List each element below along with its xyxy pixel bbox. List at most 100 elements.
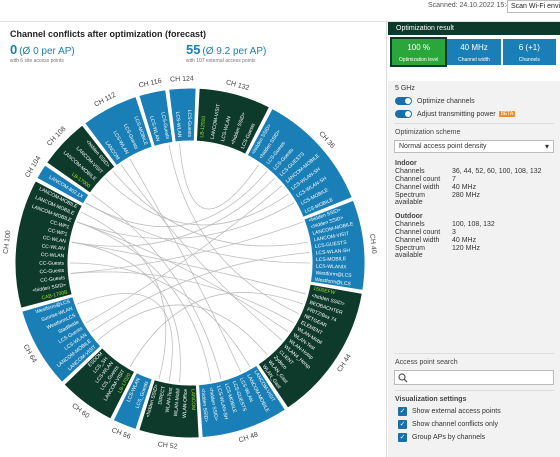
channel-label: CH 64 [22,343,38,364]
check-group-by-channel[interactable]: ✓ Group APs by channels [398,433,560,442]
toggle-switch-icon[interactable] [395,97,412,105]
ap-label: LCS-WLANIX [316,264,347,271]
conflict-link [77,221,289,333]
divider [394,123,554,124]
beta-badge: BETA [498,111,516,117]
tile-channels[interactable]: 6 (+1) Channels [502,39,556,65]
conflict-panel: Channel conflicts after optimization (fo… [0,22,387,457]
channel-label: CH 52 [157,441,178,450]
channel-label: CH 48 [238,431,259,444]
conflict-link [81,211,167,380]
toggle-optimize-channels[interactable]: Optimize channels [395,97,560,105]
site-conflicts-avg: (Ø 0 per AP) [19,46,75,57]
ap-label: <hidden SSID> [207,387,218,422]
checkbox-checked-icon[interactable]: ✓ [398,420,407,429]
divider [394,390,554,391]
conflict-link [91,252,310,333]
conflict-link [168,144,299,315]
detail-row: Channel width 40 MHz [395,237,560,244]
scheme-select[interactable]: Normal access point density [394,140,554,153]
tile-value: 100 % [407,43,430,52]
ap-label: <hidden SSID> [199,388,208,422]
detail-key: Spectrum available [395,245,425,259]
scheme-label: Optimization scheme [395,129,461,136]
detail-value: 120 MHz [452,245,481,252]
outdoor-title: Outdoor [395,213,423,220]
detail-row: Channels 100, 108, 132 [395,221,560,228]
toggle-switch-icon[interactable] [395,110,412,118]
channel-label: CH 124 [170,75,194,83]
tile-label: Channels [518,57,540,63]
channel-sector [112,371,153,431]
detail-key: Channels [395,168,425,175]
indoor-details: Channels 36, 44, 52, 60, 100, 108, 132 Cha… [388,168,560,206]
detail-row: Channels 36, 44, 52, 60, 100, 108, 132 [395,168,560,175]
conflict-link [71,241,181,383]
site-conflicts-stat: 0 (Ø 0 per AP) with 6 site access points [10,42,75,64]
conflict-link [69,262,251,368]
ap-label: LCS-MOBILE [316,256,347,263]
detail-value: 3 [452,229,456,236]
external-conflicts-stat: 55 (Ø 9.2 per AP) with 107 external acce… [186,42,266,64]
check-conflicts-only[interactable]: ✓ Show channel conflicts only [398,420,560,429]
tile-optimization-level[interactable]: 100 % Optimization level [389,37,448,67]
conflict-link [129,292,303,368]
channel-sector [83,95,153,167]
tile-value: 6 (+1) [518,43,540,52]
channel-sector [45,124,116,194]
ap-label: CC-Guests [40,275,66,284]
ap-label: 1500EFW [313,286,336,296]
conflict-link [85,202,311,264]
channel-label: CH 44 [336,353,353,374]
external-conflicts-sub: with 107 external access points [186,58,256,64]
detail-row: Channel count 7 [395,176,560,183]
detail-value: 40 MHz [452,184,477,191]
ap-label: LCS-WLAN-SH [315,248,350,257]
conflict-link [77,293,173,382]
tile-channel-width[interactable]: 40 MHz Channel width [447,39,501,65]
toggle-adjust-power[interactable]: Adjust transmitting power BETA [395,110,560,118]
ap-label: LCS-Guests [159,112,170,140]
channel-sector [138,379,200,439]
top-bar: Scanned: 24.10.2022 15:41 Scan Wi-Fi env… [0,0,560,22]
toggle-label: Adjust transmitting power [417,110,496,118]
channel-label: CH 56 [110,427,131,441]
detail-key: Channel width [395,184,440,191]
conflict-link [97,304,268,356]
ap-label: CC-WP1 [49,219,70,230]
ap-label: CC-WP1 [47,227,68,237]
detail-key: Spectrum available [395,192,425,206]
check-external-aps[interactable]: ✓ Show external access points [398,407,560,416]
toggle-label: Optimize channels [417,97,475,105]
detail-key: Channel width [395,237,440,244]
checkbox-checked-icon[interactable]: ✓ [398,433,407,442]
divider [394,353,554,354]
detail-value: 36, 44, 52, 60, 100, 108, 132 [452,168,542,175]
scan-wifi-button[interactable]: Scan Wi-Fi enviro [507,0,560,13]
channel-sector [303,199,366,291]
channel-label: CH 100 [3,230,13,254]
channel-label: CH 40 [368,234,377,255]
channel-sector [63,347,136,420]
channel-sector [21,296,102,384]
check-label: Show external access points [412,408,501,415]
external-conflicts-avg: (Ø 9.2 per AP) [202,46,267,57]
checkbox-checked-icon[interactable]: ✓ [398,407,407,416]
channel-chord-diagram[interactable]: <hidden SSID><hidden SSID> LCS-Guests LCS-… [0,70,387,457]
ap-label: WLAN-Office [182,389,189,418]
ap-label: CC-Guests [39,261,64,267]
conflict-link [129,158,242,372]
ap-label: LCS-Guests [186,110,192,138]
detail-key: Channel count [395,229,441,236]
channel-sector [36,164,90,205]
tile-value: 40 MHz [460,43,488,52]
outdoor-details: Channels 100, 108, 132 Channel count 3 Chann… [388,221,560,259]
conflict-link [77,221,212,382]
result-tiles: 100 % Optimization level 40 MHz Channel … [388,35,560,81]
ap-label: WLAN-Mobil [173,388,182,416]
conflict-link [179,143,260,210]
channel-sector [197,364,287,439]
ap-label: CC-Guests [39,268,65,275]
ap-search-input[interactable] [394,370,554,385]
detail-row: Spectrum available 280 MHz [395,192,560,206]
